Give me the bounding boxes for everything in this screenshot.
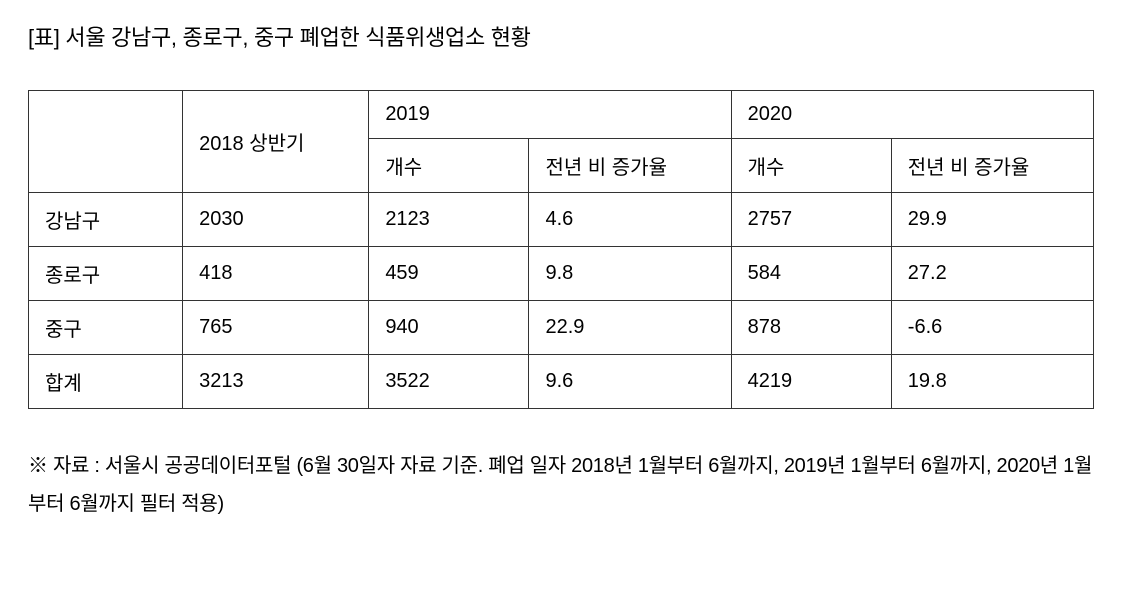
cell-2019-count: 2123	[369, 193, 529, 247]
cell-2019-rate: 9.6	[529, 355, 731, 409]
cell-2020-rate: 29.9	[891, 193, 1093, 247]
cell-district: 종로구	[29, 247, 183, 301]
cell-2019-count: 3522	[369, 355, 529, 409]
cell-2020-rate: 19.8	[891, 355, 1093, 409]
cell-district: 강남구	[29, 193, 183, 247]
cell-2020-count: 878	[731, 301, 891, 355]
cell-2020-count: 2757	[731, 193, 891, 247]
cell-2019-count: 940	[369, 301, 529, 355]
cell-2020-rate: 27.2	[891, 247, 1093, 301]
table-header-row-1: 2018 상반기 2019 2020	[29, 91, 1094, 139]
cell-2018: 418	[183, 247, 369, 301]
data-table: 2018 상반기 2019 2020 개수 전년 비 증가율 개수 전년 비 증…	[28, 90, 1094, 409]
table-row: 종로구 418 459 9.8 584 27.2	[29, 247, 1094, 301]
cell-district: 합계	[29, 355, 183, 409]
table-title: [표] 서울 강남구, 종로구, 중구 폐업한 식품위생업소 현황	[28, 20, 1094, 52]
header-2019: 2019	[369, 91, 731, 139]
header-2020-count: 개수	[731, 139, 891, 193]
table-row: 중구 765 940 22.9 878 -6.6	[29, 301, 1094, 355]
header-2019-count: 개수	[369, 139, 529, 193]
cell-2019-rate: 22.9	[529, 301, 731, 355]
table-row: 강남구 2030 2123 4.6 2757 29.9	[29, 193, 1094, 247]
header-district	[29, 91, 183, 193]
header-2019-rate: 전년 비 증가율	[529, 139, 731, 193]
header-2020: 2020	[731, 91, 1093, 139]
cell-2018: 2030	[183, 193, 369, 247]
table-footnote: ※ 자료 : 서울시 공공데이터포털 (6월 30일자 자료 기준. 폐업 일자…	[28, 447, 1094, 523]
cell-2018: 765	[183, 301, 369, 355]
cell-district: 중구	[29, 301, 183, 355]
cell-2019-rate: 9.8	[529, 247, 731, 301]
cell-2018: 3213	[183, 355, 369, 409]
cell-2020-rate: -6.6	[891, 301, 1093, 355]
header-2020-rate: 전년 비 증가율	[891, 139, 1093, 193]
cell-2020-count: 4219	[731, 355, 891, 409]
cell-2020-count: 584	[731, 247, 891, 301]
header-2018: 2018 상반기	[183, 91, 369, 193]
cell-2019-count: 459	[369, 247, 529, 301]
table-row: 합계 3213 3522 9.6 4219 19.8	[29, 355, 1094, 409]
cell-2019-rate: 4.6	[529, 193, 731, 247]
